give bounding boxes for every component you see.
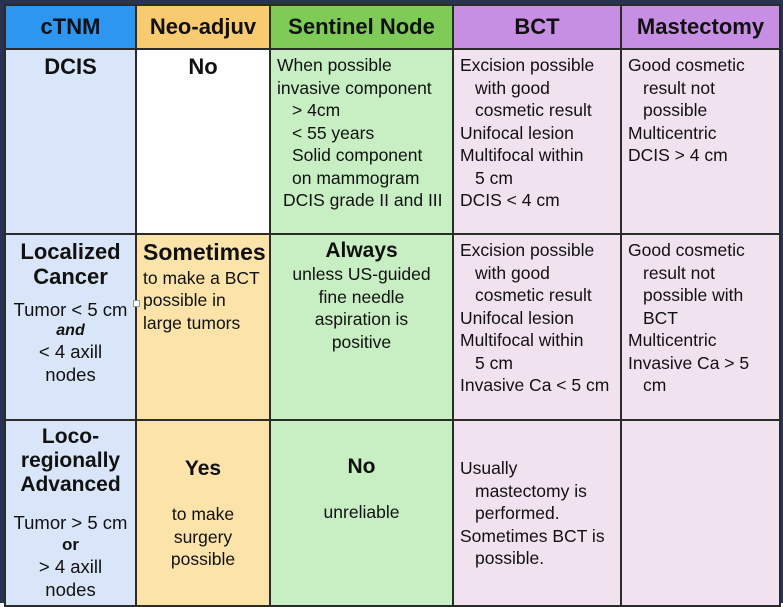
cell-localized-neo: Sometimes to make a BCT possible in larg… (135, 233, 271, 421)
text-line: result not (643, 262, 715, 283)
header-sentinel-node: Sentinel Node (269, 4, 454, 50)
cell-dcis-sentinel: When possible invasive component > 4cm <… (269, 48, 454, 235)
text-line: performed. (475, 503, 560, 524)
text-line: > 4 axill nodes (38, 555, 103, 601)
text-line: fine needle (318, 286, 405, 307)
header-mastectomy: Mastectomy (620, 4, 781, 50)
text-line: possible (643, 100, 708, 121)
text-line: mastectomy is (475, 480, 587, 501)
cell-advanced-mastectomy (620, 418, 781, 607)
text-line: > 4cm (292, 100, 341, 121)
text-line: Good cosmetic (628, 55, 745, 75)
row-locoregionally-advanced: Loco- regionally Advanced Tumor > 5 cm o… (4, 418, 781, 607)
treatment-table: cTNM Neo-adjuv Sentinel Node BCT Mastect… (4, 4, 781, 607)
text-line: Tumor > 5 cm (13, 512, 128, 534)
text-line: regionally (20, 449, 121, 473)
cell-localized-mastectomy: Good cosmetic result not possible with B… (620, 233, 781, 421)
text-line: BCT (643, 307, 678, 328)
text-line: Localized (20, 239, 121, 264)
cell-localized-bct: Excision possible with good cosmetic res… (452, 233, 622, 421)
cell-localized-sentinel: Always unless US-guided fine needle aspi… (269, 233, 454, 421)
text-line: with good (475, 262, 550, 283)
row-localized-cancer: Localized Cancer Tumor < 5 cm and < 4 ax… (4, 233, 781, 421)
text-line: Sometimes BCT is (460, 525, 605, 546)
text-line: 5 cm (475, 167, 513, 188)
cell-advanced-ctnm: Loco- regionally Advanced Tumor > 5 cm o… (4, 418, 137, 607)
header-row: cTNM Neo-adjuv Sentinel Node BCT Mastect… (4, 4, 781, 50)
text-line: cosmetic result (475, 100, 592, 121)
text-line: Tumor < 5 cm (13, 298, 128, 320)
text-line: cosmetic result (475, 285, 592, 306)
cell-localized-ctnm: Localized Cancer Tumor < 5 cm and < 4 ax… (4, 233, 137, 421)
text-line: When possible (277, 55, 392, 75)
text-line: to make a BCT (143, 267, 260, 288)
text-line: DCIS < 4 cm (460, 190, 560, 211)
text-line: surgery (173, 526, 233, 547)
text-line: Multicentric (628, 122, 717, 143)
text-line: invasive component (277, 77, 432, 98)
cell-advanced-bct: Usually mastectomy is performed. Sometim… (452, 418, 622, 607)
text-line: Excision possible (460, 240, 595, 260)
cell-dcis-neo: No (135, 48, 271, 235)
text-line: Yes (184, 457, 222, 480)
text-line: unreliable (323, 502, 400, 523)
resize-handle[interactable] (133, 300, 140, 307)
text-line: DCIS (44, 54, 97, 79)
header-neo-adjuvant: Neo-adjuv (135, 4, 271, 50)
text-line: DCIS > 4 cm (628, 145, 728, 166)
text-line: possible (170, 549, 236, 570)
text-line: Sometimes (143, 239, 266, 265)
text-line: aspiration is (314, 309, 409, 330)
text-line: cm (643, 375, 667, 396)
text-line: and (56, 321, 85, 339)
text-line: with good (475, 77, 550, 98)
text-line: result not (643, 77, 715, 98)
text-line: to make (171, 504, 235, 525)
text-line: 5 cm (475, 352, 513, 373)
text-line: Invasive Ca > 5 (628, 352, 750, 373)
text-line: positive (331, 331, 392, 352)
text-line: DCIS grade II and III (283, 190, 443, 211)
text-line: Advanced (20, 473, 121, 497)
header-bct: BCT (452, 4, 622, 50)
text-line: Invasive Ca < 5 cm (460, 375, 610, 396)
cell-dcis-bct: Excision possible with good cosmetic res… (452, 48, 622, 235)
text-line: Multifocal within (460, 145, 584, 166)
text-line: < 4 axill nodes (38, 340, 103, 386)
text-line: Always (325, 239, 398, 262)
row-dcis: DCIS No When possible invasive component… (4, 48, 781, 235)
text-line: on mammogram (292, 167, 420, 188)
text-line: Loco- (41, 425, 100, 448)
text-line: Multicentric (628, 330, 717, 351)
header-ctnm: cTNM (4, 4, 137, 50)
text-line: No (347, 455, 376, 478)
text-line: Excision possible (460, 55, 595, 75)
cell-advanced-sentinel: No unreliable (269, 418, 454, 607)
text-line: Unifocal lesion (460, 122, 574, 143)
text-line: No (188, 54, 218, 79)
text-line: unless US-guided (292, 264, 431, 285)
cell-advanced-neo: Yes to make surgery possible (135, 418, 271, 607)
text-line: Multifocal within (460, 330, 584, 351)
text-line: Solid component (292, 145, 423, 166)
text-line: Good cosmetic (628, 240, 745, 260)
text-line: or (62, 534, 79, 554)
cell-dcis-ctnm: DCIS (4, 48, 137, 235)
text-line: Cancer (33, 264, 108, 290)
text-line: possible. (475, 548, 545, 569)
text-line: possible in (143, 290, 226, 311)
text-line: Unifocal lesion (460, 307, 574, 328)
text-line: large tumors (143, 312, 241, 333)
text-line: < 55 years (292, 122, 375, 143)
text-line: possible with (643, 285, 744, 306)
text-line: Usually (460, 458, 518, 478)
cell-dcis-mastectomy: Good cosmetic result not possible Multic… (620, 48, 781, 235)
